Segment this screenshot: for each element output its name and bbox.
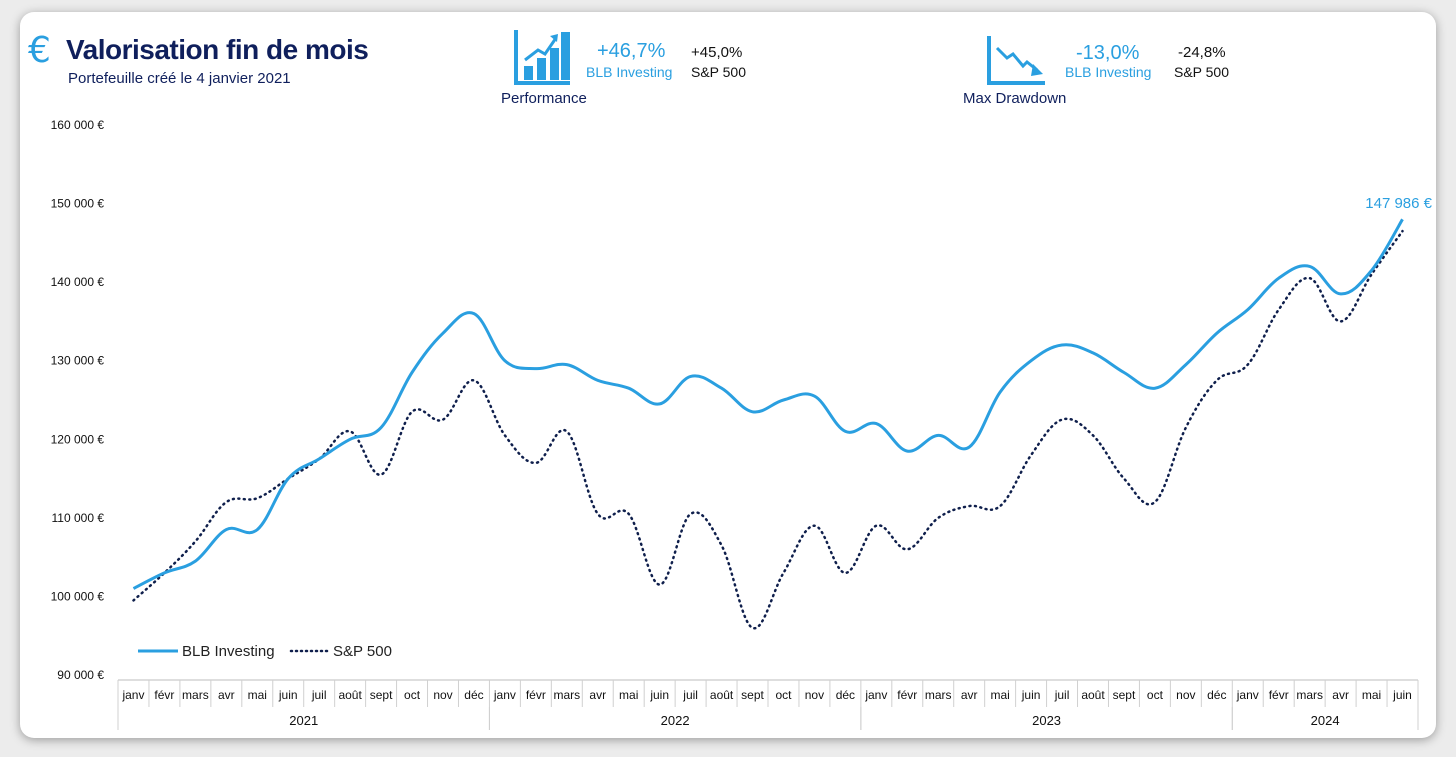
x-tick-label: oct: [1147, 688, 1164, 702]
x-tick-label: déc: [464, 688, 483, 702]
y-tick-label: 140 000 €: [51, 275, 105, 289]
x-tick-label: mars: [925, 688, 952, 702]
performance-blb-value: +46,7%: [597, 40, 666, 62]
x-tick-label: juin: [278, 688, 298, 702]
x-tick-label: juil: [682, 688, 698, 702]
x-tick-label: oct: [404, 688, 421, 702]
year-label: 2022: [661, 713, 690, 728]
drawdown-blb-label: BLB Investing: [1065, 64, 1152, 80]
x-tick-label: juin: [1021, 688, 1041, 702]
x-tick-label: juin: [649, 688, 669, 702]
x-tick-label: déc: [1207, 688, 1226, 702]
y-tick-label: 90 000 €: [57, 668, 104, 682]
y-axis: 90 000 € 100 000 € 110 000 € 120 000 € 130 0…: [51, 118, 105, 682]
x-tick-label: mai: [990, 688, 1009, 702]
legend-label-sp500: S&P 500: [333, 643, 392, 660]
x-tick-label: févr: [1269, 688, 1289, 702]
performance-caption: Performance: [501, 90, 587, 107]
x-tick-label: avr: [961, 688, 978, 702]
y-tick-label: 160 000 €: [51, 118, 105, 132]
x-tick-label: sept: [741, 688, 764, 702]
x-tick-label: sept: [1113, 688, 1136, 702]
x-tick-label: janv: [121, 688, 144, 702]
year-label: 2021: [289, 713, 318, 728]
drawdown-caption: Max Drawdown: [963, 90, 1067, 107]
performance-blb-label: BLB Investing: [586, 64, 673, 80]
year-label: 2024: [1311, 713, 1340, 728]
x-tick-label: mai: [1362, 688, 1381, 702]
legend: BLB Investing S&P 500: [138, 643, 392, 660]
x-tick-label: août: [1081, 688, 1105, 702]
x-tick-label: mars: [182, 688, 209, 702]
x-tick-label: avr: [1332, 688, 1349, 702]
legend-label-blb: BLB Investing: [182, 643, 275, 660]
y-tick-label: 120 000 €: [51, 432, 105, 446]
performance-sp500-label: S&P 500: [691, 64, 747, 80]
y-tick-label: 110 000 €: [52, 511, 105, 525]
x-tick-label: déc: [836, 688, 855, 702]
x-tick-label: sept: [370, 688, 393, 702]
chart-card: [20, 12, 1436, 738]
x-tick-label: janv: [864, 688, 887, 702]
x-tick-label: mai: [248, 688, 267, 702]
end-value-label: 147 986 €: [1365, 195, 1432, 212]
x-tick-label: juil: [311, 688, 327, 702]
x-tick-label: févr: [897, 688, 917, 702]
x-tick-label: avr: [218, 688, 235, 702]
bar-chart-icon: [514, 30, 570, 85]
x-tick-label: avr: [589, 688, 606, 702]
x-tick-label: févr: [154, 688, 174, 702]
x-tick-label: févr: [526, 688, 546, 702]
chart-series: [132, 218, 1404, 630]
x-tick-label: oct: [775, 688, 792, 702]
drawdown-sp500-value: -24,8%: [1178, 44, 1226, 61]
page-subtitle: Portefeuille créé le 4 janvier 2021: [68, 70, 291, 87]
y-tick-label: 130 000 €: [51, 354, 105, 368]
x-tick-label: nov: [433, 688, 452, 702]
x-tick-label: juil: [1054, 688, 1070, 702]
x-tick-label: janv: [1236, 688, 1259, 702]
y-tick-label: 150 000 €: [51, 197, 105, 211]
page-title: Valorisation fin de mois: [66, 34, 369, 65]
x-tick-label: janv: [493, 688, 516, 702]
drawdown-blb-value: -13,0%: [1076, 42, 1140, 64]
performance-sp500-value: +45,0%: [691, 44, 743, 61]
x-tick-label: août: [710, 688, 734, 702]
y-tick-label: 100 000 €: [51, 589, 105, 603]
series-line-sp500: [132, 229, 1404, 630]
x-tick-label: nov: [805, 688, 824, 702]
x-axis: janv févr mars avr mai juin juil août sept oct nov…: [117, 679, 1419, 730]
euro-icon: €: [28, 30, 51, 71]
x-tick-label: août: [338, 688, 362, 702]
x-tick-label: nov: [1176, 688, 1195, 702]
x-tick-label: juin: [1392, 688, 1412, 702]
drawdown-sp500-label: S&P 500: [1174, 64, 1230, 80]
x-tick-label: mai: [619, 688, 638, 702]
trend-down-icon: [987, 36, 1045, 85]
x-tick-label: mars: [553, 688, 580, 702]
x-tick-label: mars: [1296, 688, 1323, 702]
series-line-blb-investing: [132, 218, 1404, 590]
year-label: 2023: [1032, 713, 1061, 728]
